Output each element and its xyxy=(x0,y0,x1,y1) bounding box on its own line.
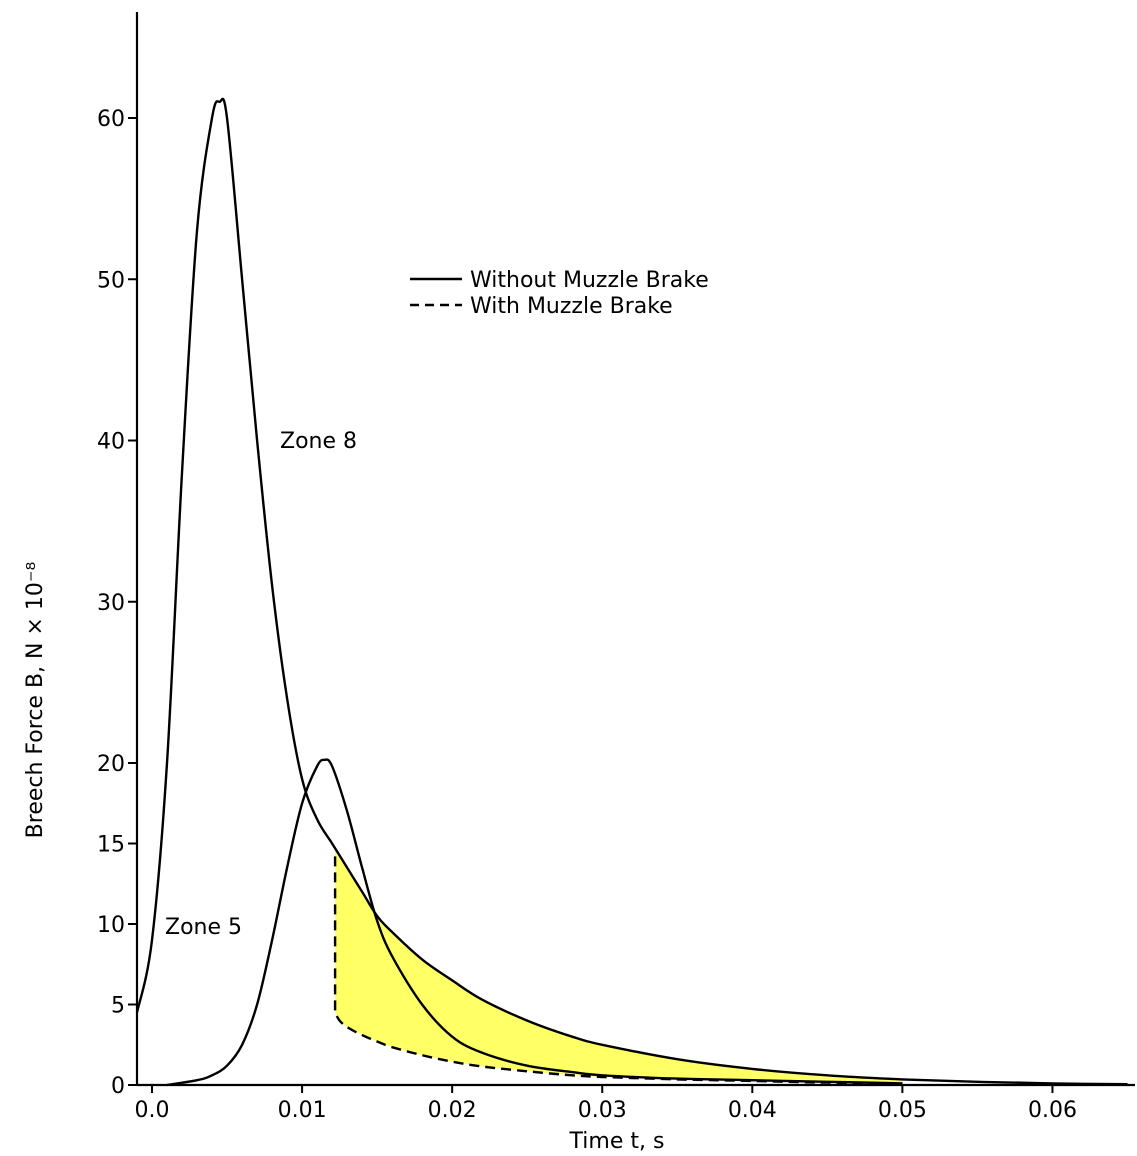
y-axis-label: Breech Force B, N × 10⁻⁸ xyxy=(23,561,48,838)
x-ticks: 0.0 0.01 0.02 0.03 0.04 0.05 0.06 xyxy=(135,1085,1077,1123)
legend: Without Muzzle Brake With Muzzle Brake xyxy=(410,268,709,319)
series-layer xyxy=(135,97,1128,1087)
x-tick-label-0: 0.0 xyxy=(135,1098,170,1123)
series-line-2 xyxy=(166,758,903,1087)
y-tick-label-10: 10 xyxy=(97,913,125,938)
y-tick-label-60: 60 xyxy=(97,107,125,132)
annotation-zone-8: Zone 8 xyxy=(280,429,357,454)
y-tick-label-50: 50 xyxy=(97,268,125,293)
y-tick-label-40: 40 xyxy=(97,430,125,455)
x-tick-label-0.06: 0.06 xyxy=(1028,1098,1077,1123)
muzzle-brake-difference-area xyxy=(335,848,903,1084)
x-tick-label-0.05: 0.05 xyxy=(878,1098,927,1123)
y-tick-label-15: 15 xyxy=(97,833,125,858)
y-tick-label-30: 30 xyxy=(97,591,125,616)
y-tick-label-5: 5 xyxy=(111,994,125,1019)
y-ticks: 0 5 10 15 20 30 40 50 60 xyxy=(97,107,137,1099)
legend-label-without-brake: Without Muzzle Brake xyxy=(470,268,709,293)
x-axis-label: Time t, s xyxy=(569,1129,665,1154)
x-tick-label-0.02: 0.02 xyxy=(428,1098,477,1123)
x-tick-label-0.04: 0.04 xyxy=(728,1098,777,1123)
y-tick-label-0: 0 xyxy=(111,1074,125,1099)
y-tick-label-20: 20 xyxy=(97,752,125,777)
x-tick-label-0.03: 0.03 xyxy=(578,1098,627,1123)
x-tick-label-0.01: 0.01 xyxy=(278,1098,327,1123)
series-line-1 xyxy=(135,97,1128,1086)
series-line-3 xyxy=(333,856,903,1085)
annotation-zone-5: Zone 5 xyxy=(165,915,242,940)
legend-label-with-brake: With Muzzle Brake xyxy=(470,294,673,319)
